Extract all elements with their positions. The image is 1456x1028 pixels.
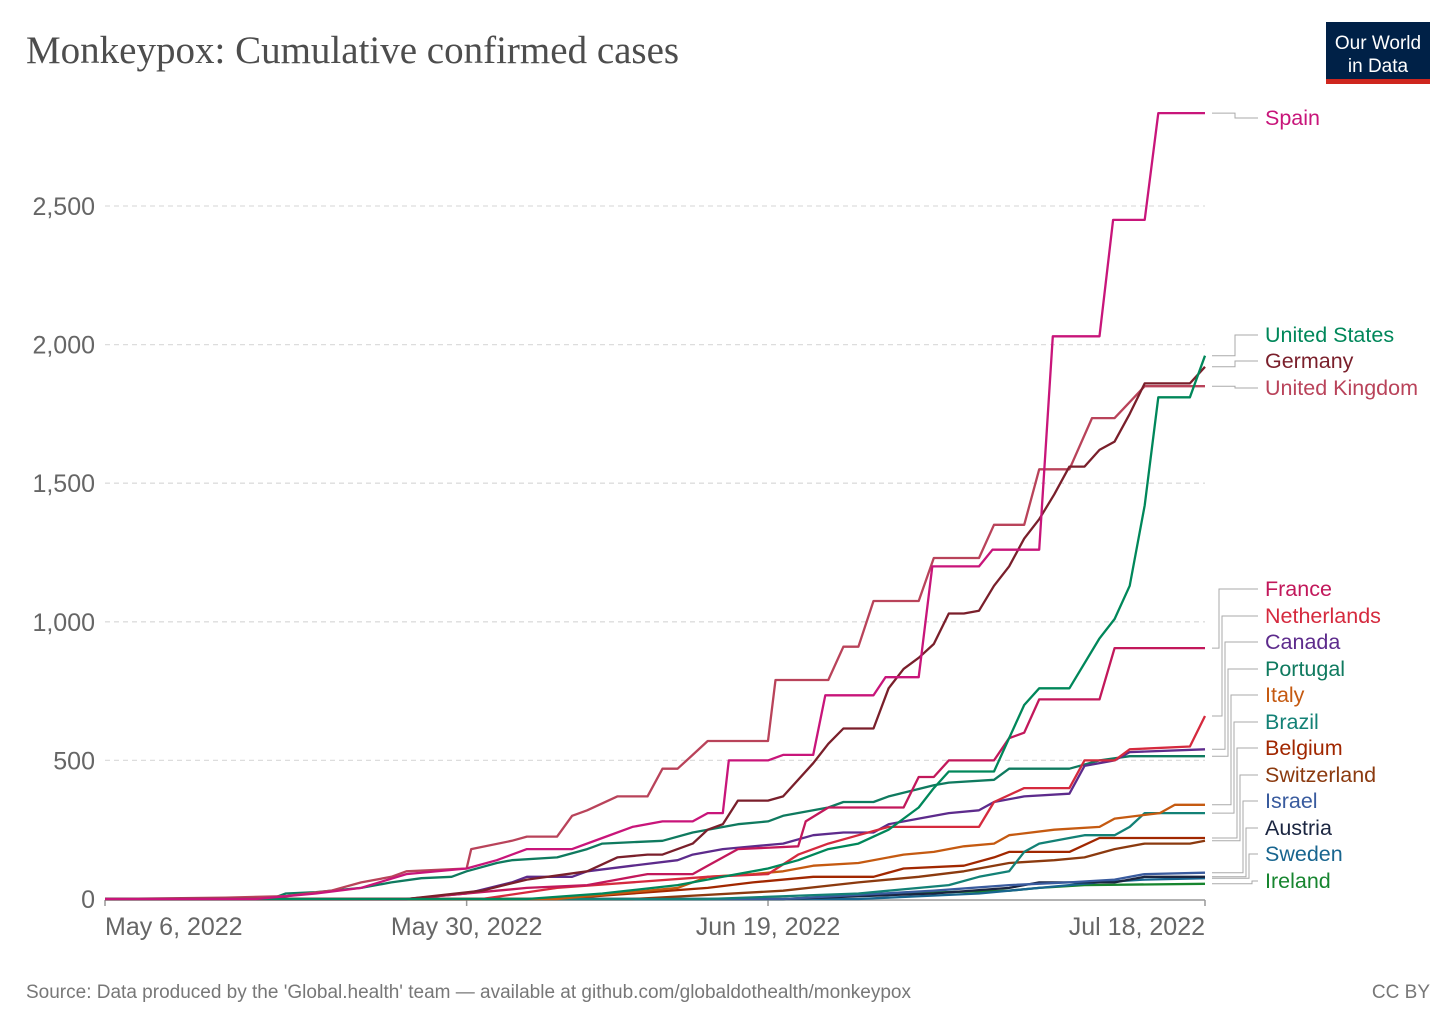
legend-label-brazil[interactable]: Brazil	[1265, 710, 1319, 734]
y-tick-label: 2,500	[32, 193, 95, 221]
x-tick-label: Jun 19, 2022	[696, 913, 841, 941]
legend-label-netherlands[interactable]: Netherlands	[1265, 604, 1381, 628]
legend-label-austria[interactable]: Austria	[1265, 816, 1332, 840]
series-line-united-states[interactable]	[105, 355, 1207, 901]
legend-label-germany[interactable]: Germany	[1265, 349, 1354, 373]
legend-connector	[1212, 800, 1258, 874]
y-tick-label: 500	[53, 747, 95, 775]
series-line-france[interactable]	[105, 646, 1205, 901]
legend-connector	[1212, 880, 1258, 885]
legend-label-canada[interactable]: Canada	[1265, 630, 1340, 654]
series-line-sweden[interactable]	[105, 877, 1206, 901]
logo-line1: Our World	[1335, 33, 1421, 54]
legend-connector	[1212, 334, 1258, 357]
license-link[interactable]: CC BY	[1372, 982, 1430, 1003]
logo-background	[1326, 22, 1430, 84]
series-line-spain[interactable]	[105, 111, 1205, 901]
y-tick-label: 1,000	[32, 609, 95, 637]
legend-label-ireland[interactable]: Ireland	[1265, 869, 1331, 893]
series-line-germany[interactable]	[105, 366, 1206, 901]
series-line-canada[interactable]	[105, 748, 1206, 901]
y-axis: 0 500 1,000 1,500 2,000 2,500	[32, 193, 95, 914]
x-axis: May 6, 2022 May 30, 2022 Jun 19, 2022 Jul 1…	[104, 899, 1206, 941]
legend-connector	[1212, 668, 1258, 757]
x-tick-label: May 6, 2022	[105, 913, 243, 941]
series-line-netherlands[interactable]	[105, 715, 1207, 901]
y-tick-label: 2,000	[32, 332, 95, 360]
legend-label-israel[interactable]: Israel	[1265, 789, 1318, 813]
x-tick-label: May 30, 2022	[391, 913, 543, 941]
legend-connector	[1212, 694, 1258, 806]
legend-label-spain[interactable]: Spain	[1265, 106, 1320, 130]
legend-connector	[1212, 853, 1258, 879]
logo-line2: in Data	[1348, 56, 1409, 77]
series-line-israel[interactable]	[105, 871, 1206, 901]
legend-label-united-states[interactable]: United States	[1265, 323, 1394, 347]
owid-logo[interactable]: Our World in Data	[1326, 22, 1430, 84]
legend-label-portugal[interactable]: Portugal	[1265, 657, 1345, 681]
legend-connector	[1212, 588, 1258, 649]
legend-label-france[interactable]: France	[1265, 577, 1332, 601]
legend-connector	[1212, 827, 1258, 878]
x-tick-label: Jul 18, 2022	[1069, 913, 1205, 941]
gridlines	[105, 205, 1205, 762]
series-line-portugal[interactable]	[105, 755, 1205, 901]
series-lines	[104, 111, 1207, 901]
source-note: Source: Data produced by the 'Global.hea…	[26, 982, 911, 1003]
y-tick-label: 0	[81, 886, 95, 914]
legend-connector	[1212, 385, 1258, 389]
series-line-united-kingdom[interactable]	[104, 385, 1205, 901]
legend-label-belgium[interactable]: Belgium	[1265, 736, 1343, 760]
legend-label-switzerland[interactable]: Switzerland	[1265, 763, 1376, 787]
y-tick-label: 1,500	[32, 470, 95, 498]
legend-connector	[1212, 721, 1258, 814]
legend-connector	[1212, 774, 1258, 842]
legend-connector	[1212, 615, 1258, 717]
legend-label-sweden[interactable]: Sweden	[1265, 842, 1343, 866]
legend-connector	[1212, 112, 1258, 119]
series-line-belgium[interactable]	[105, 836, 1205, 901]
logo-accent-bar	[1326, 79, 1430, 84]
chart-title: Monkeypox: Cumulative confirmed cases	[26, 29, 679, 72]
legend-connector	[1212, 360, 1258, 368]
legend-label-italy[interactable]: Italy	[1265, 683, 1305, 707]
series-line-brazil[interactable]	[105, 811, 1205, 901]
series-line-switzerland[interactable]	[105, 839, 1206, 901]
legend-connector	[1212, 747, 1258, 839]
legend-label-united-kingdom[interactable]: United Kingdom	[1265, 376, 1418, 400]
legend-connector	[1212, 641, 1258, 750]
